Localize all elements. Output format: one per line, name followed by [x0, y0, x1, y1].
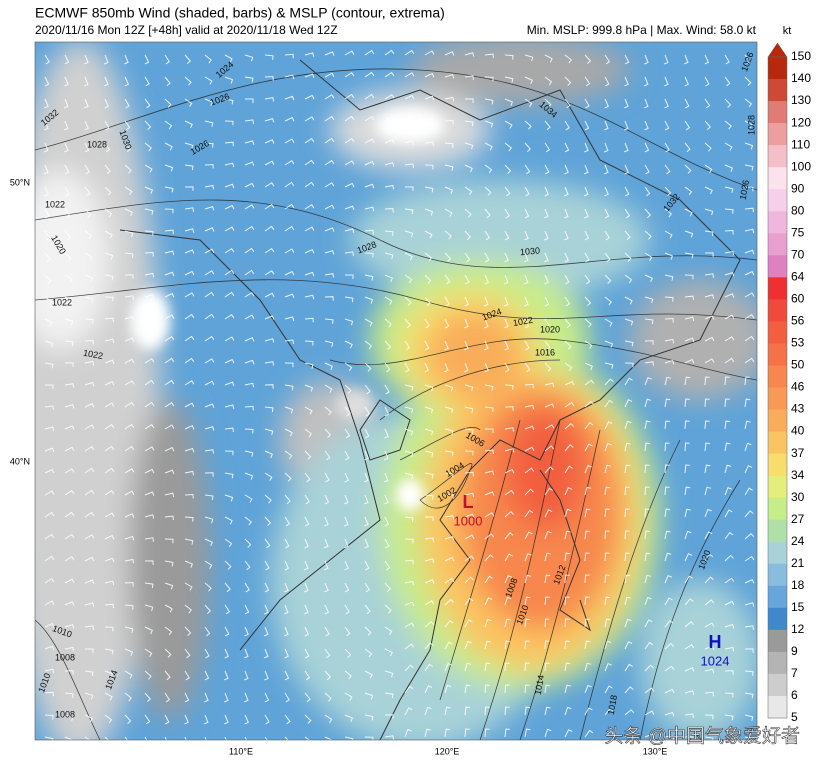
colorbar-swatch: [768, 695, 787, 719]
colorbar-swatch: [768, 431, 787, 455]
isobar-label: 1016: [535, 347, 555, 357]
colorbar-swatch: [768, 255, 787, 278]
colorbar-swatch: [768, 651, 787, 675]
colorbar-label: 90: [791, 181, 805, 195]
colorbar-label: 7: [791, 666, 798, 680]
lat-label: 40°N: [10, 456, 30, 466]
colorbar-swatch: [768, 365, 787, 388]
isobar-label: 1022: [512, 315, 533, 328]
isobar-label: 1028: [746, 115, 756, 135]
colorbar-swatch: [768, 475, 787, 499]
isobar-label: 1030: [520, 246, 541, 258]
colorbar-swatch: [768, 409, 787, 433]
colorbar-swatch: [768, 79, 787, 102]
high-value: 1024: [701, 653, 730, 668]
colorbar-swatch: [768, 189, 787, 212]
colorbar-frame: [767, 56, 788, 719]
isobar-label: 1014: [533, 674, 546, 695]
lon-label: 120°E: [435, 746, 460, 756]
colorbar-label: 15: [791, 600, 805, 614]
colorbar-swatch: [768, 387, 787, 411]
isobar-label: 1026: [738, 179, 751, 200]
colorbar-label: 34: [791, 468, 805, 482]
colorbar-swatch: [768, 519, 787, 543]
colorbar-swatch: [768, 233, 787, 256]
colorbar-swatch: [768, 585, 787, 609]
colorbar-label: 27: [791, 512, 805, 526]
subtitle: 2020/11/16 Mon 12Z [+48h] valid at 2020/…: [35, 23, 338, 37]
colorbar-swatch: [768, 673, 787, 697]
isobar-label: 1022: [52, 297, 72, 307]
colorbar-label: 24: [791, 534, 805, 548]
colorbar-label: 100: [791, 159, 811, 173]
colorbar-swatch: [768, 123, 787, 146]
colorbar-label: 6: [791, 688, 798, 702]
colorbar-swatch: [768, 629, 787, 653]
colorbar-label: 150: [791, 49, 811, 63]
colorbar-swatch: [768, 211, 787, 234]
colorbar-swatch: [768, 145, 787, 168]
low-value: 1000: [454, 513, 483, 528]
colorbar-unit: kt: [783, 25, 792, 37]
colorbar-label: 46: [791, 380, 805, 394]
lat-label: 50°N: [10, 177, 30, 187]
isobar-label: 1008: [55, 709, 75, 719]
colorbar-swatch: [768, 541, 787, 565]
colorbar-swatch: [768, 167, 787, 190]
colorbar-label: 53: [791, 336, 805, 350]
colorbar-swatch: [768, 497, 787, 521]
colorbar-label: 18: [791, 578, 805, 592]
colorbar-swatch: [768, 607, 787, 631]
colorbar-swatch: [768, 57, 787, 80]
low-symbol: L: [463, 492, 474, 512]
colorbar-swatch: [768, 321, 787, 344]
colorbar-label: 50: [791, 358, 805, 372]
colorbar-label: 75: [791, 225, 805, 239]
colorbar-swatch: [768, 453, 787, 477]
isobar-label: 1022: [45, 199, 65, 209]
map-frame: [34, 41, 758, 741]
colorbar: 1501401301201101009080757064605653504643…: [767, 42, 811, 724]
colorbar-label: 37: [791, 446, 805, 460]
colorbar-label: 64: [791, 270, 805, 284]
isobar-label: 1008: [55, 652, 75, 662]
isobar-label: 1028: [87, 139, 107, 149]
high-symbol: H: [709, 632, 722, 652]
colorbar-swatch: [768, 101, 787, 124]
isobar-label: 1022: [82, 348, 103, 361]
colorbar-swatch: [768, 563, 787, 587]
isobar-label: 1018: [606, 694, 619, 715]
colorbar-extend: [767, 42, 788, 58]
colorbar-label: 60: [791, 292, 805, 306]
isobar-label: 1020: [540, 324, 560, 334]
colorbar-label: 120: [791, 115, 811, 129]
colorbar-label: 21: [791, 556, 805, 570]
colorbar-label: 56: [791, 314, 805, 328]
lon-label: 130°E: [643, 746, 668, 756]
title: ECMWF 850mb Wind (shaded, barbs) & MSLP …: [35, 5, 445, 21]
colorbar-label: 140: [791, 71, 811, 85]
colorbar-label: 130: [791, 93, 811, 107]
colorbar-label: 80: [791, 203, 805, 217]
colorbar-label: 12: [791, 622, 805, 636]
wind-barbs: [44, 49, 755, 740]
colorbar-label: 43: [791, 402, 805, 416]
stats: Min. MSLP: 999.8 hPa | Max. Wind: 58.0 k…: [527, 23, 757, 37]
colorbar-label: 9: [791, 644, 798, 658]
colorbar-swatch: [768, 343, 787, 366]
colorbar-label: 110: [791, 137, 810, 151]
colorbar-label: 30: [791, 490, 805, 504]
colorbar-swatch: [768, 277, 787, 300]
lon-label: 110°E: [229, 746, 253, 756]
colorbar-label: 70: [791, 247, 805, 261]
colorbar-label: 40: [791, 424, 805, 438]
colorbar-label: 5: [791, 710, 798, 724]
colorbar-swatch: [768, 299, 787, 322]
watermark: 头条 @中国气象爱好者: [604, 725, 800, 747]
